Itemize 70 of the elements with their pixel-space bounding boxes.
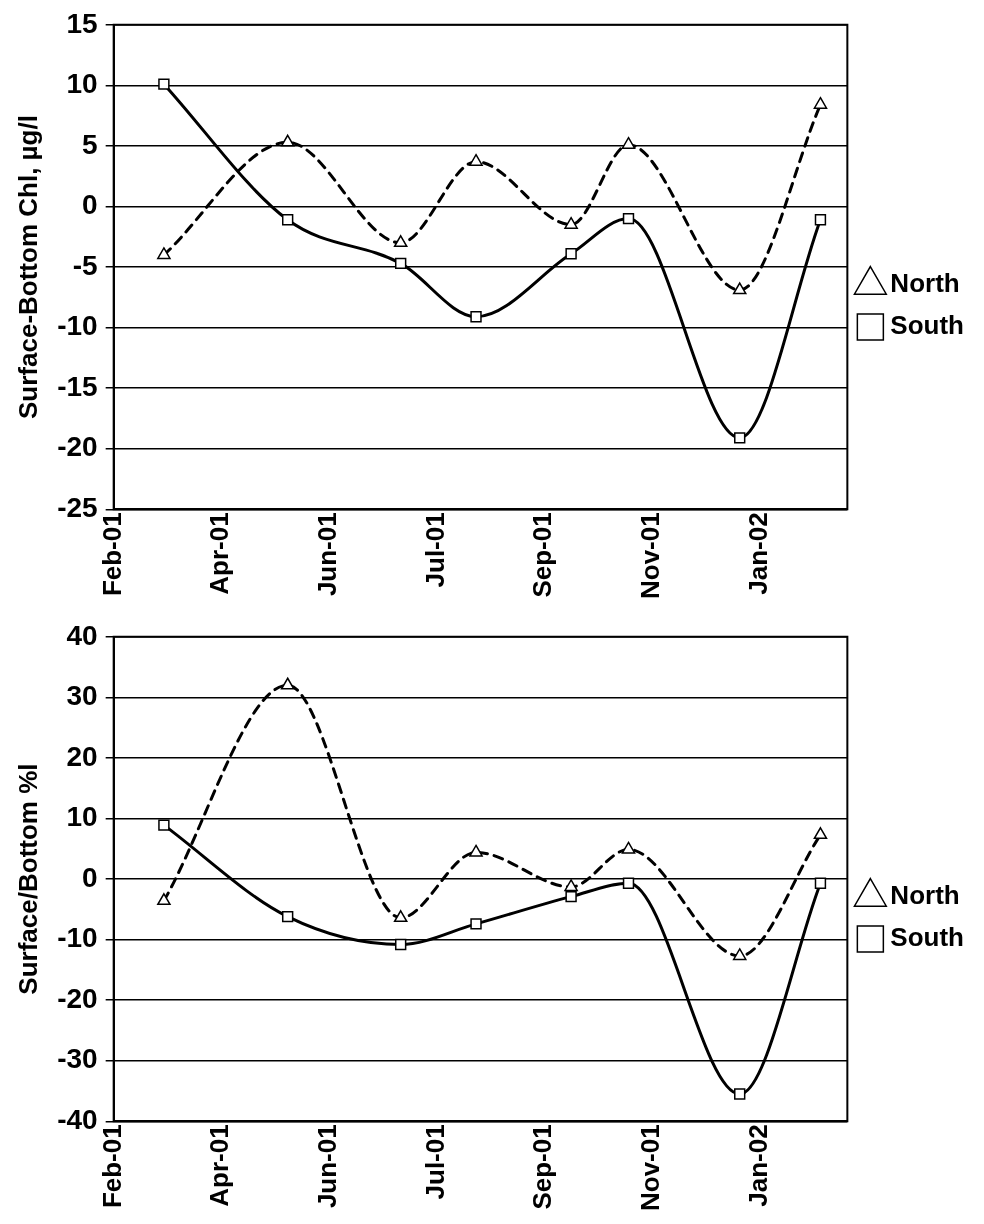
point bbox=[280, 134, 295, 147]
point bbox=[393, 235, 408, 248]
y-tick-label: -30 bbox=[57, 1043, 98, 1075]
point bbox=[732, 948, 747, 961]
point bbox=[621, 136, 636, 149]
point bbox=[734, 432, 746, 444]
x-tick-label: Jul-01 bbox=[419, 1124, 450, 1200]
x-tick-label: Jun-01 bbox=[312, 512, 343, 597]
y-tick-label: -15 bbox=[57, 370, 98, 402]
y-tick-label: -10 bbox=[57, 922, 98, 954]
y-tick-label: -20 bbox=[57, 982, 98, 1014]
y-tick-label: 10 bbox=[66, 801, 98, 833]
y-tick-label: 30 bbox=[66, 680, 98, 712]
point bbox=[158, 78, 170, 90]
y-axis-title: Surface/Bottom %l bbox=[12, 763, 43, 995]
y-tick-label: 0 bbox=[82, 189, 98, 221]
point bbox=[470, 918, 482, 930]
x-tick-label: Jan-02 bbox=[742, 1124, 773, 1207]
y-tick-label: -40 bbox=[57, 1104, 98, 1136]
point bbox=[469, 153, 483, 166]
point bbox=[732, 282, 747, 295]
point bbox=[621, 841, 636, 854]
point bbox=[564, 216, 578, 229]
y-tick-label: -10 bbox=[57, 310, 98, 342]
point bbox=[565, 248, 577, 260]
x-tick-label: Feb-01 bbox=[96, 512, 127, 597]
point bbox=[814, 877, 827, 889]
y-tick-label: 10 bbox=[66, 68, 98, 100]
point bbox=[734, 1088, 746, 1100]
y-tick-label: 0 bbox=[82, 861, 98, 893]
legend-label: North bbox=[890, 880, 960, 911]
point bbox=[157, 893, 171, 906]
y-tick-label: -5 bbox=[72, 249, 98, 281]
x-tick-label: Sep-01 bbox=[527, 1124, 558, 1210]
x-tick-label: Apr-01 bbox=[204, 512, 235, 595]
point bbox=[393, 910, 408, 923]
x-tick-label: Sep-01 bbox=[527, 512, 558, 598]
legend-label: South bbox=[890, 922, 965, 953]
point bbox=[281, 910, 294, 923]
point bbox=[565, 890, 577, 903]
x-tick-label: Nov-01 bbox=[635, 512, 665, 600]
x-tick-label: Apr-01 bbox=[204, 1124, 235, 1207]
point bbox=[622, 877, 635, 889]
y-axis-title: Surface-Bottom Chl, µg/l bbox=[12, 115, 43, 419]
x-tick-label: Feb-01 bbox=[96, 1124, 127, 1209]
point bbox=[564, 879, 578, 892]
legend-label: South bbox=[890, 310, 965, 341]
point bbox=[158, 819, 170, 831]
x-tick-label: Jun-01 bbox=[312, 1124, 343, 1209]
y-tick-label: 5 bbox=[82, 128, 98, 160]
point bbox=[470, 311, 482, 323]
point bbox=[157, 247, 171, 260]
y-tick-label: 20 bbox=[66, 740, 98, 772]
x-tick-label: Jan-02 bbox=[742, 512, 773, 595]
point bbox=[813, 96, 828, 109]
point bbox=[813, 827, 828, 840]
y-tick-label: -25 bbox=[57, 492, 98, 524]
point bbox=[394, 257, 407, 270]
point bbox=[469, 844, 483, 857]
y-tick-label: 40 bbox=[66, 619, 98, 651]
legend-label: North bbox=[890, 268, 960, 299]
point bbox=[280, 677, 295, 690]
x-tick-label: Nov-01 bbox=[635, 1124, 665, 1212]
y-tick-label: 15 bbox=[66, 7, 98, 39]
point bbox=[622, 212, 635, 225]
point bbox=[814, 214, 827, 226]
point bbox=[281, 214, 294, 226]
point bbox=[394, 938, 407, 951]
y-tick-label: -20 bbox=[57, 431, 98, 463]
x-tick-label: Jul-01 bbox=[419, 512, 450, 588]
